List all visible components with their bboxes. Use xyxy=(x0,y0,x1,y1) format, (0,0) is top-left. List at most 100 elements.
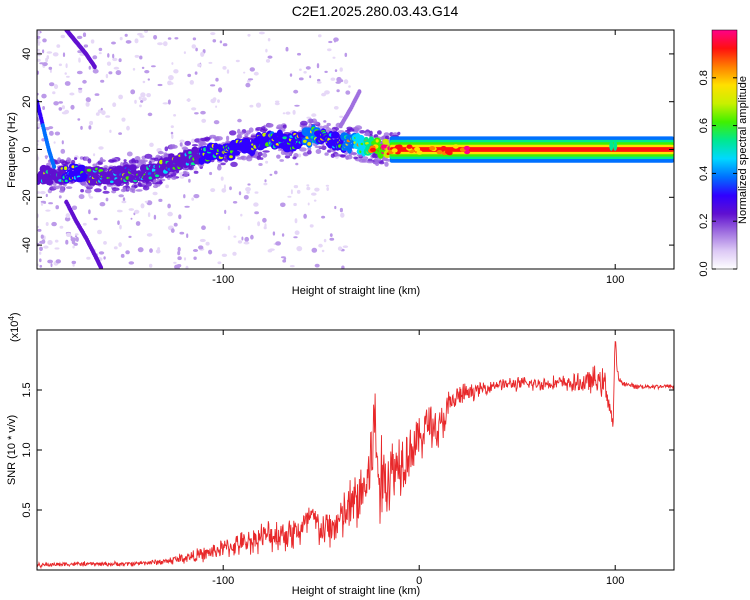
spectrogram-noise-cell xyxy=(324,70,328,73)
spectrogram-haze-cell xyxy=(229,130,237,136)
spectrogram-noise-cell xyxy=(37,48,40,52)
spectrogram-noise-cell xyxy=(306,186,311,191)
spectrogram-noise-cell xyxy=(167,99,171,105)
spectrogram-noise-cell xyxy=(39,246,43,251)
spectrogram-haze-cell xyxy=(284,155,291,159)
spectrogram-noise-cell xyxy=(45,222,49,226)
spectrogram-noise-cell xyxy=(105,115,111,118)
spectrogram-noise-cell xyxy=(253,202,259,207)
spectrogram-noise-cell xyxy=(108,71,113,75)
spectrogram-noise-cell xyxy=(98,47,103,52)
snr-x-tick-label: 0 xyxy=(416,575,422,587)
spectrogram-noise-cell xyxy=(249,67,255,72)
spectrogram-noise-cell xyxy=(76,70,83,75)
spectrogram-noise-cell xyxy=(317,78,321,82)
spectrogram-noise-cell xyxy=(53,141,56,144)
spectrogram-noise-cell xyxy=(311,247,318,253)
spectrogram-haze-cell xyxy=(131,158,136,164)
spectrogram-haze-cell xyxy=(226,135,230,141)
spectrogram-noise-cell xyxy=(329,233,333,238)
spectrogram-noise-cell xyxy=(101,110,106,116)
spectrogram-noise-cell xyxy=(227,225,231,231)
spectrogram-noise-cell xyxy=(39,251,42,255)
spectrogram-noise-cell xyxy=(306,116,312,119)
spectrogram-haze-cell xyxy=(184,140,191,146)
spectrogram-haze-cell xyxy=(74,157,78,161)
spectrogram-y-tick-label: -40 xyxy=(21,237,33,253)
snr-ticks: -100 0 100 0.5 1.0 1.5 xyxy=(21,330,674,587)
spectrogram-noise-cell xyxy=(113,66,120,70)
spectrogram-noise-cell xyxy=(42,62,48,67)
spectrogram-noise-cell xyxy=(343,79,349,85)
spectrogram-noise-cell xyxy=(37,228,42,232)
spectrogram-noise-cell xyxy=(321,249,325,253)
spectrogram-noise-cell xyxy=(209,171,213,176)
spectrogram-noise-cell xyxy=(76,35,83,40)
spectrogram-noise-cell xyxy=(342,245,349,248)
spectrogram-noise-cell xyxy=(318,34,322,38)
snr-panel: -100 0 100 0.5 1.0 1.5 Height of straight lin… xyxy=(6,312,675,597)
spectrogram-haze-cell xyxy=(385,135,390,140)
spectrogram-noise-cell xyxy=(147,112,153,117)
spectrogram-haze-cell xyxy=(84,183,88,188)
spectrogram-haze-cell xyxy=(164,146,169,152)
spectrogram-noise-cell xyxy=(61,111,68,115)
spectrogram-noise-cell xyxy=(112,57,118,62)
spectrogram-haze-cell xyxy=(262,152,268,158)
spectrogram-noise-cell xyxy=(179,231,185,235)
spectrogram-noise-cell xyxy=(128,261,135,265)
spectrogram-panel: -100 100 -40 -20 0 20 40 Height of straight li… xyxy=(6,29,675,297)
snr-series-line xyxy=(37,340,674,570)
spectrogram-noise-cell xyxy=(339,79,344,83)
chart-title: C2E1.2025.280.03.43.G14 xyxy=(292,3,459,19)
spectrogram-noise-cell xyxy=(53,101,59,106)
spectrogram-haze-cell xyxy=(323,120,327,123)
spectrogram-haze-cell xyxy=(159,179,163,185)
spectrogram-noise-cell xyxy=(186,233,189,238)
spectrogram-noise-cell xyxy=(47,240,53,245)
ridge-blob-core xyxy=(188,151,192,155)
spectrogram-noise-cell xyxy=(177,246,181,252)
spectrogram-noise-cell xyxy=(119,36,123,41)
spectrogram-noise-cell xyxy=(97,229,102,235)
spectrogram-noise-cell xyxy=(170,125,174,129)
spectrogram-noise-cell xyxy=(232,201,238,204)
spectrogram-noise-cell xyxy=(37,156,40,161)
spectrogram-haze-cell xyxy=(59,186,65,192)
spectrogram-haze-cell xyxy=(236,157,244,160)
carrier-burst xyxy=(613,140,618,151)
spectrogram-noise-cell xyxy=(78,87,83,90)
spectrogram-noise-cell xyxy=(90,39,95,44)
spectrogram-noise-cell xyxy=(262,217,267,223)
snr-y-axis-label: SNR (10 * v/v) xyxy=(6,415,18,485)
spectrogram-noise-cell xyxy=(280,202,286,208)
spectrogram-noise-cell xyxy=(233,235,237,238)
colorbar-gradient xyxy=(711,29,738,270)
spectrogram-haze-cell xyxy=(299,147,307,152)
spectrogram-noise-cell xyxy=(82,79,87,84)
spectrogram-noise-cell xyxy=(215,105,218,108)
spectrogram-haze-cell xyxy=(183,173,189,178)
spectrogram-noise-cell xyxy=(58,101,63,104)
spectrogram-noise-cell xyxy=(146,93,152,98)
spectrogram-haze-cell xyxy=(359,130,366,134)
spectrogram-noise-cell xyxy=(134,209,140,214)
spectrogram-noise-cell xyxy=(126,125,130,131)
spectrogram-noise-cell xyxy=(264,223,267,228)
spectrogram-noise-cell xyxy=(303,71,307,74)
spectrogram-noise-cell xyxy=(243,71,246,74)
spectrogram-noise-cell xyxy=(170,228,175,233)
spectrogram-noise-cell xyxy=(58,63,63,67)
spectrogram-noise-cell xyxy=(241,236,244,241)
spectrogram-noise-cell xyxy=(253,71,259,76)
spectrogram-haze-cell xyxy=(314,145,323,149)
spectrogram-noise-cell xyxy=(249,104,254,108)
spectrogram-haze-cell xyxy=(102,190,110,194)
spectrogram-noise-cell xyxy=(125,40,132,44)
spectrogram-noise-cell xyxy=(321,215,326,219)
spectrogram-noise-cell xyxy=(45,57,49,63)
spectrogram-noise-cell xyxy=(74,233,79,236)
spectrogram-noise-cell xyxy=(46,51,53,54)
spectrogram-noise-cell xyxy=(100,107,103,111)
spectrogram-noise-cell xyxy=(213,120,220,125)
